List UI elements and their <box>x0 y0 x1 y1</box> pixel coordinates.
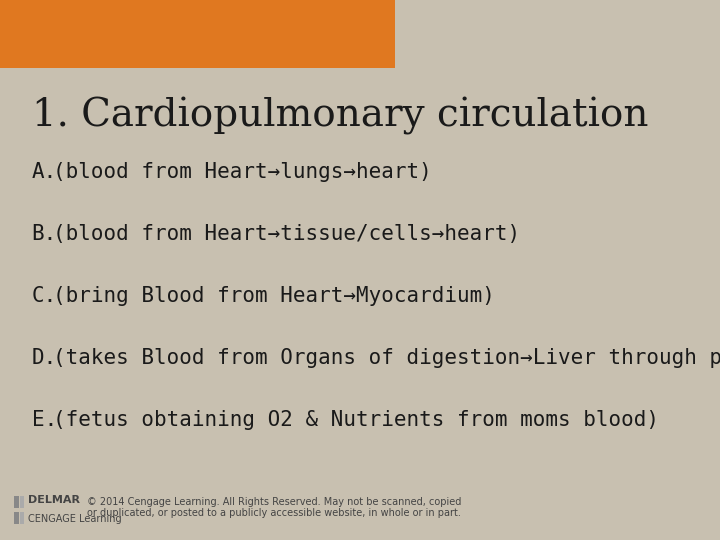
Text: C.: C. <box>32 286 57 306</box>
Text: E.: E. <box>32 410 57 430</box>
FancyBboxPatch shape <box>14 512 19 524</box>
FancyBboxPatch shape <box>19 512 24 524</box>
Text: CENGAGE Learning: CENGAGE Learning <box>27 514 121 524</box>
FancyBboxPatch shape <box>0 0 395 68</box>
Text: A.: A. <box>32 162 57 182</box>
Text: DELMAR: DELMAR <box>27 495 80 505</box>
Text: (bring Blood from Heart→Myocardium): (bring Blood from Heart→Myocardium) <box>53 286 495 306</box>
Text: (fetus obtaining O2 & Nutrients from moms blood): (fetus obtaining O2 & Nutrients from mom… <box>53 410 660 430</box>
Text: B.: B. <box>32 224 57 244</box>
Text: (blood from Heart→lungs→heart): (blood from Heart→lungs→heart) <box>53 162 432 182</box>
FancyBboxPatch shape <box>19 496 24 508</box>
Text: D.: D. <box>32 348 57 368</box>
Text: 1. Cardiopulmonary circulation: 1. Cardiopulmonary circulation <box>32 97 648 135</box>
Text: © 2014 Cengage Learning. All Rights Reserved. May not be scanned, copied
or dupl: © 2014 Cengage Learning. All Rights Rese… <box>87 497 462 518</box>
Text: (takes Blood from Organs of digestion→Liver through portal vein): (takes Blood from Organs of digestion→Li… <box>53 348 720 368</box>
FancyBboxPatch shape <box>14 496 19 508</box>
Text: (blood from Heart→tissue/cells→heart): (blood from Heart→tissue/cells→heart) <box>53 224 521 244</box>
